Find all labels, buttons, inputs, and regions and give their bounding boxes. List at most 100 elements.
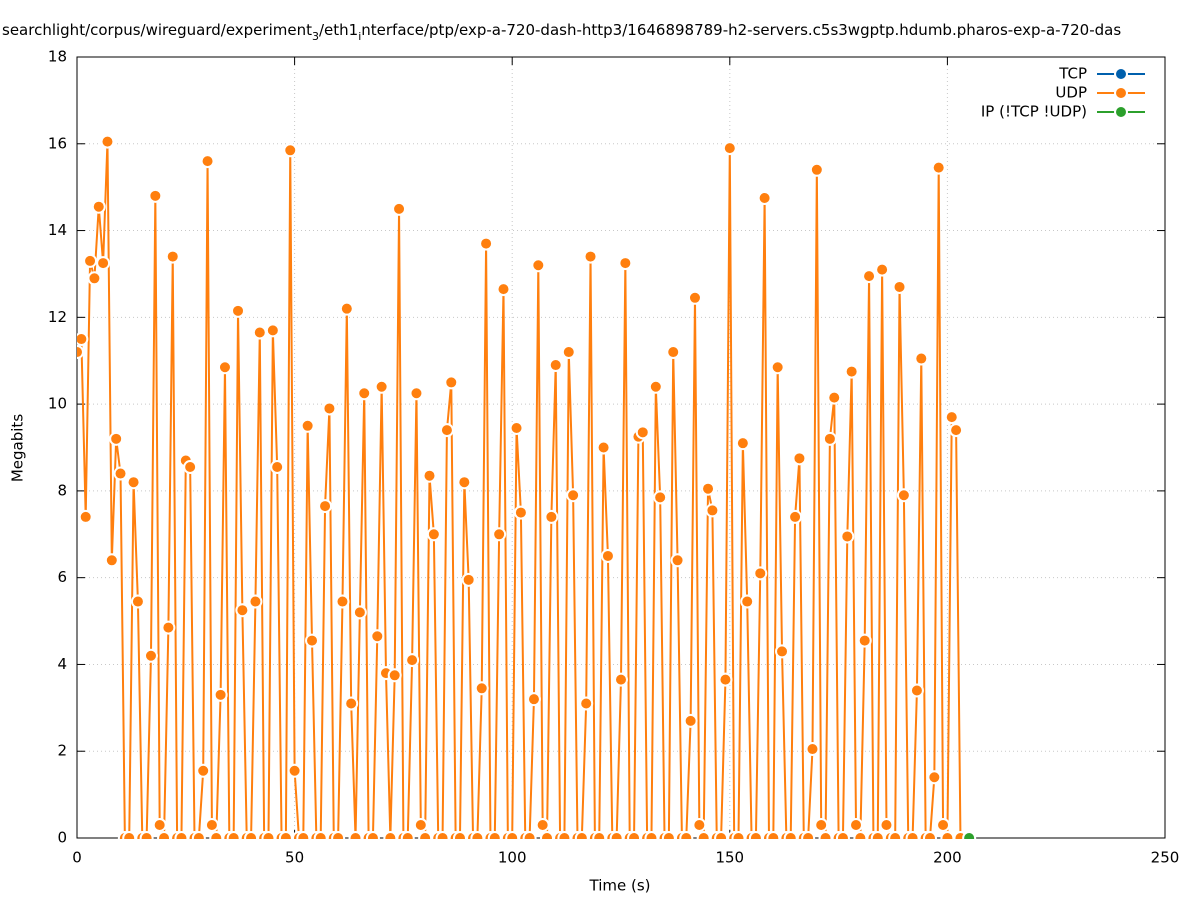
data-point [683, 713, 698, 728]
data-point [339, 301, 354, 316]
data-point [879, 817, 894, 832]
data-point [248, 594, 263, 609]
legend-label: UDP [1055, 84, 1087, 102]
data-point [618, 256, 633, 271]
data-point [374, 379, 389, 394]
data-point [444, 375, 459, 390]
plot-area [77, 134, 977, 839]
data-point [753, 566, 768, 581]
data-point [435, 831, 450, 839]
data-point [609, 831, 624, 839]
data-point [300, 418, 315, 433]
data-point [522, 831, 537, 839]
data-point [152, 817, 167, 832]
data-point [775, 644, 790, 659]
data-point [875, 262, 890, 277]
x-tick-label: 0 [72, 849, 82, 867]
data-point [479, 236, 494, 251]
data-point [614, 672, 628, 687]
data-point [139, 831, 154, 839]
data-point [370, 629, 385, 644]
data-point [161, 620, 176, 635]
data-point [487, 831, 502, 839]
data-point [827, 390, 842, 405]
data-point [492, 527, 507, 542]
y-tick-label: 8 [57, 481, 67, 499]
data-point [574, 831, 589, 839]
data-point [509, 420, 524, 435]
data-point [109, 431, 124, 446]
data-point [470, 831, 485, 839]
data-point [940, 831, 955, 839]
data-point [122, 831, 137, 839]
data-point [261, 831, 276, 839]
data-point [91, 199, 106, 214]
x-axis-label: Time (s) [589, 877, 651, 895]
data-point [687, 290, 702, 305]
data-point [801, 831, 816, 839]
data-point [670, 553, 685, 568]
data-point [735, 436, 750, 451]
y-tick-label: 16 [48, 134, 67, 152]
data-point [792, 451, 807, 466]
data-point [200, 154, 215, 169]
x-tick-label: 200 [933, 849, 962, 867]
data-point [814, 817, 829, 832]
data-point [126, 475, 141, 490]
data-point [944, 410, 959, 425]
data-point [862, 269, 877, 284]
title-part: nterface/ptp/exp-a-720-dash-http3/164689… [361, 21, 1121, 39]
data-point [927, 770, 942, 785]
data-point [235, 603, 250, 618]
data-point [722, 141, 737, 156]
data-point [226, 831, 241, 839]
data-point [313, 831, 328, 839]
data-point [77, 332, 89, 347]
data-point [600, 548, 615, 563]
legend-marker [1114, 105, 1128, 119]
data-point [513, 505, 528, 520]
data-point [83, 253, 98, 268]
data-point [949, 423, 964, 438]
y-tick-label: 12 [48, 308, 67, 326]
data-point [422, 468, 437, 483]
data-point [696, 831, 711, 839]
data-point [748, 831, 763, 839]
data-point [217, 360, 232, 375]
data-point [387, 668, 402, 683]
data-point [849, 817, 864, 832]
data-point [840, 529, 855, 544]
y-tick-label: 14 [48, 221, 67, 239]
x-tick-label: 250 [1151, 849, 1180, 867]
data-point [757, 191, 772, 206]
data-point [265, 323, 280, 338]
data-point [661, 831, 676, 839]
data-point [113, 466, 128, 481]
data-point [191, 831, 206, 839]
data-point [535, 817, 550, 832]
data-point [583, 249, 598, 264]
data-point [962, 831, 977, 839]
data-line [77, 141, 962, 839]
data-point [905, 831, 920, 839]
data-point [204, 817, 219, 832]
data-point [165, 249, 180, 264]
data-point [666, 345, 681, 360]
data-point [857, 633, 872, 648]
data-point [692, 817, 707, 832]
legend-label: TCP [1058, 65, 1087, 83]
data-point [835, 831, 850, 839]
data-point [278, 831, 293, 839]
data-point [922, 831, 937, 839]
legend-marker [1114, 86, 1128, 100]
data-point [540, 831, 555, 839]
data-point [505, 831, 520, 839]
data-point [348, 831, 363, 839]
legend-marker [1114, 67, 1128, 81]
data-point [531, 258, 546, 273]
title-subscript: 3 [312, 30, 319, 43]
data-point [731, 831, 746, 839]
data-point [322, 401, 337, 416]
data-point [357, 386, 372, 401]
data-point [936, 817, 951, 832]
